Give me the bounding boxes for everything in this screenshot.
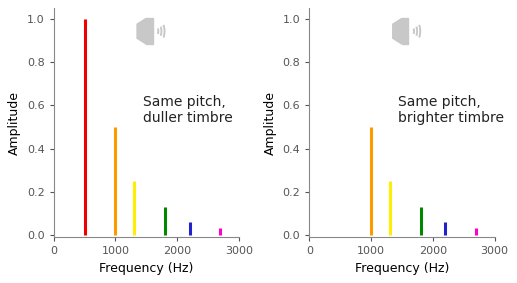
Y-axis label: Amplitude: Amplitude — [8, 91, 21, 155]
Polygon shape — [393, 18, 402, 44]
Polygon shape — [137, 18, 146, 44]
Text: Same pitch,
duller timbre: Same pitch, duller timbre — [143, 95, 232, 125]
Polygon shape — [146, 18, 153, 44]
X-axis label: Frequency (Hz): Frequency (Hz) — [99, 262, 193, 275]
X-axis label: Frequency (Hz): Frequency (Hz) — [355, 262, 449, 275]
Polygon shape — [402, 18, 408, 44]
Y-axis label: Amplitude: Amplitude — [264, 91, 277, 155]
Text: Same pitch,
brighter timbre: Same pitch, brighter timbre — [398, 95, 504, 125]
